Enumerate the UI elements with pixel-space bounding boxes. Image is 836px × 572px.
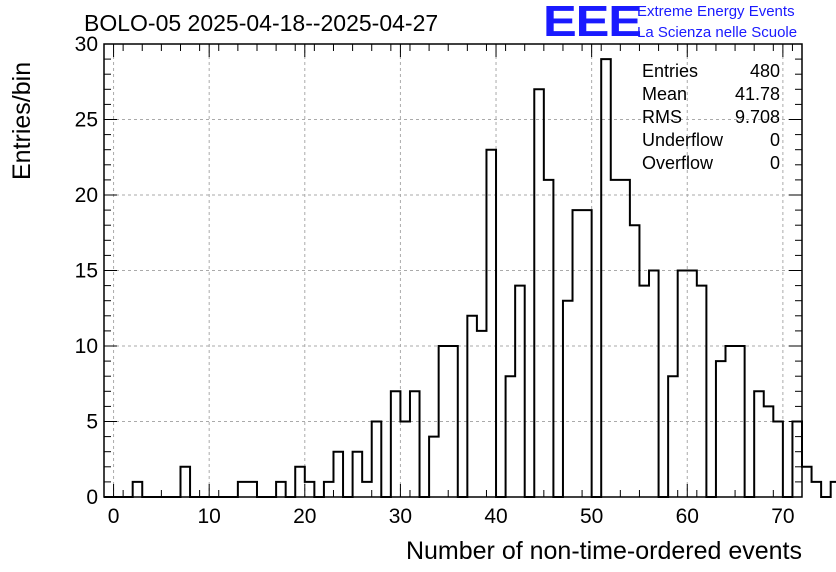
stats-row-underflow: Underflow 0	[642, 129, 780, 152]
stats-value: 480	[749, 61, 780, 81]
x-tick-label: 70	[771, 505, 794, 528]
stats-row-overflow: Overflow 0	[642, 152, 780, 175]
x-tick-label: 20	[293, 505, 316, 528]
y-tick-label: 25	[75, 109, 98, 132]
stats-value: 0	[769, 130, 780, 150]
stats-label: Underflow	[642, 130, 724, 150]
x-tick-label: 30	[389, 505, 412, 528]
logo-text-line1: Extreme Energy Events	[637, 3, 795, 20]
logo-text-line2: La Scienza nelle Scuole	[637, 24, 798, 41]
y-tick-label: 15	[75, 260, 98, 283]
stats-label: Entries	[642, 61, 699, 81]
stats-label: RMS	[642, 107, 682, 127]
y-tick-label: 10	[75, 335, 98, 358]
x-tick-label: 60	[676, 505, 699, 528]
stats-value: 9.708	[734, 107, 780, 127]
x-axis-label: Number of non-time-ordered events	[405, 537, 802, 565]
x-tick-label: 0	[108, 505, 120, 528]
stats-row-entries: Entries 480	[642, 60, 780, 83]
y-tick-label: 5	[86, 411, 98, 434]
x-tick-label: 50	[580, 505, 603, 528]
stats-value: 0	[769, 153, 780, 173]
chart-title: BOLO-05 2025-04-18--2025-04-27	[84, 10, 439, 36]
x-tick-label: 10	[197, 505, 220, 528]
stats-row-rms: RMS 9.708	[642, 106, 780, 129]
x-tick-label: 40	[484, 505, 507, 528]
y-tick-label: 20	[75, 184, 98, 207]
y-axis-label: Entries/bin	[8, 61, 36, 180]
y-tick-label: 0	[86, 486, 98, 509]
stats-value: 41.78	[734, 84, 780, 104]
stats-row-mean: Mean 41.78	[642, 83, 780, 106]
y-tick-label: 30	[75, 33, 98, 56]
stats-label: Mean	[642, 84, 688, 104]
stats-label: Overflow	[642, 153, 714, 173]
stats-box: Entries 480 Mean 41.78 RMS 9.708 Underfl…	[642, 60, 780, 175]
eee-logo: EEE	[543, 0, 642, 46]
